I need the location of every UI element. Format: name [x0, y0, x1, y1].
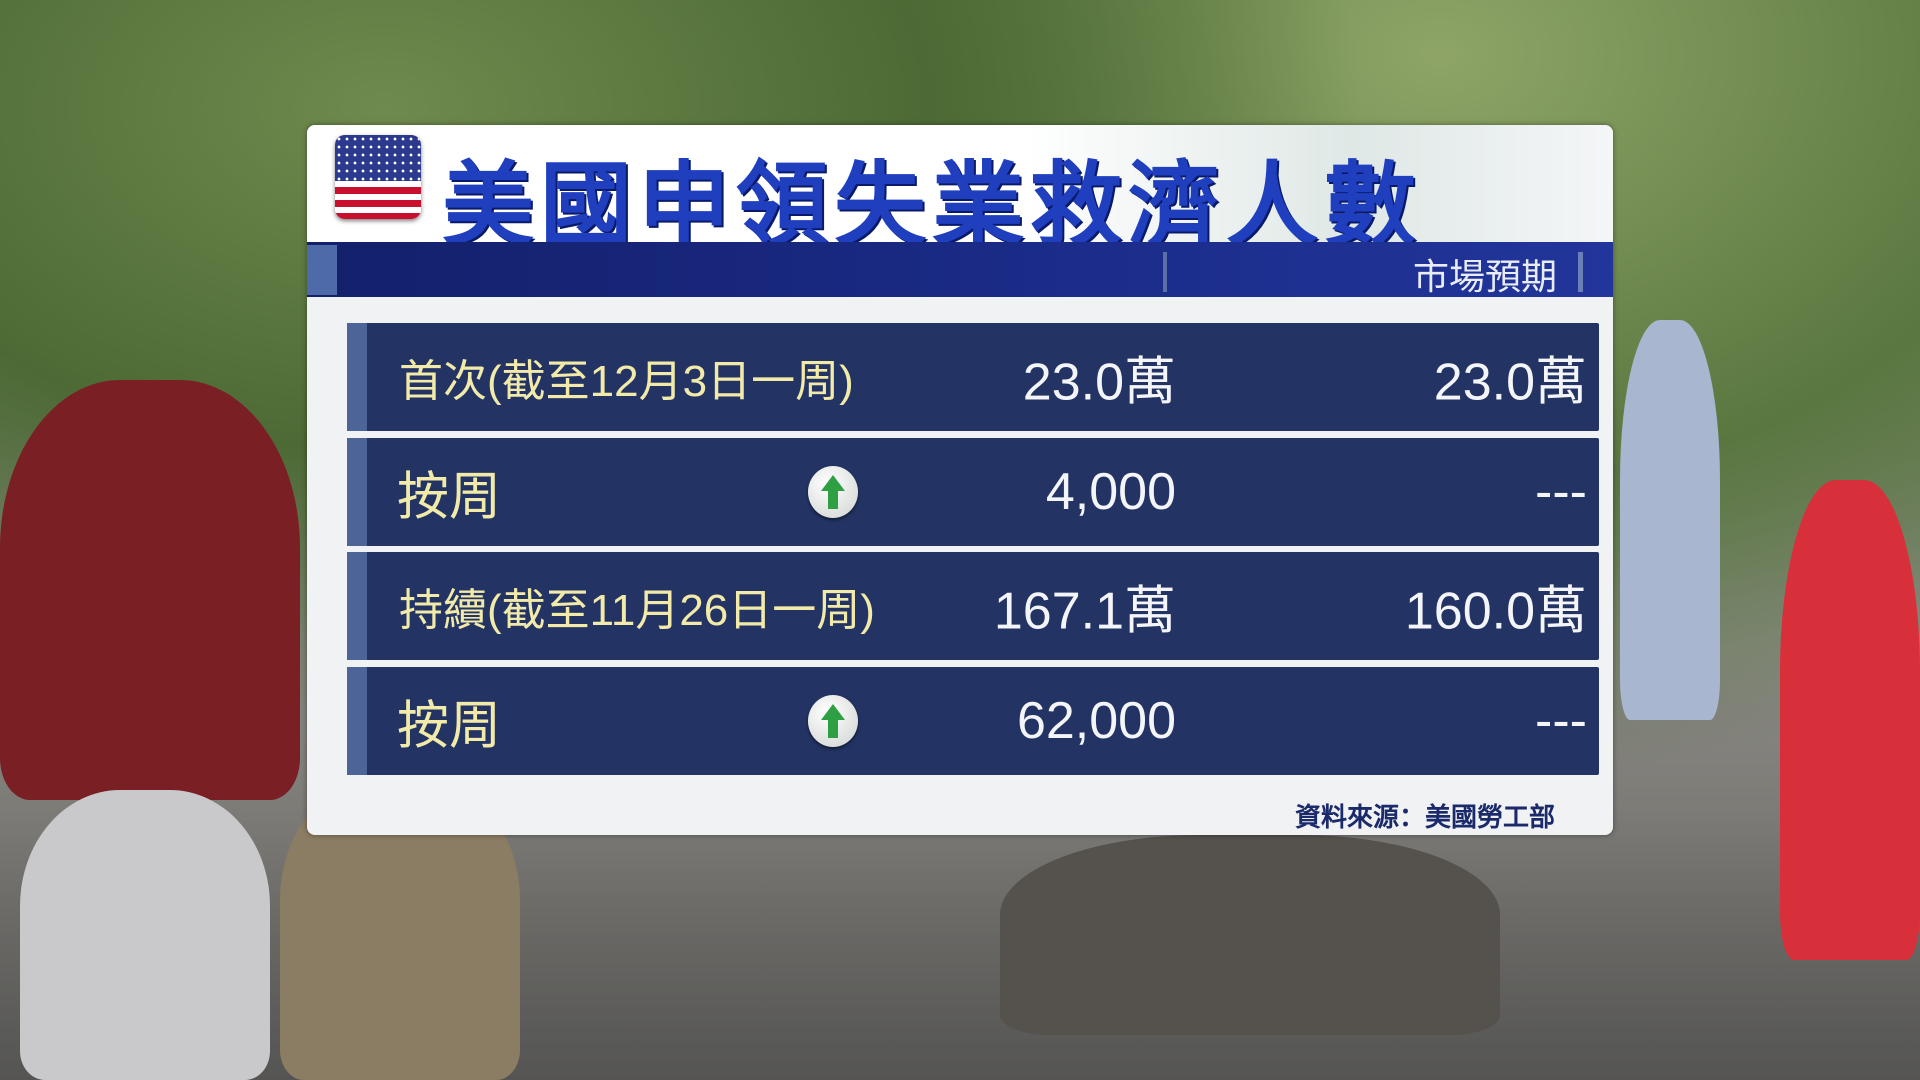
row-value: 62,000 — [1016, 692, 1176, 750]
table-row-initial-claims: 首次(截至12月3日一周) 23.0萬 23.0萬 — [347, 323, 1599, 431]
row-label: 首次(截至12月3日一周) — [399, 357, 854, 406]
row-value: 4,000 — [1045, 463, 1176, 521]
table-row-initial-weekly-change: 按周 4,000 --- — [347, 438, 1599, 546]
green-up-arrow-icon — [808, 695, 858, 747]
row-value: 23.0萬 — [1022, 353, 1176, 412]
table-row-continuing-weekly-change: 按周 62,000 --- — [347, 667, 1599, 775]
green-up-arrow-icon — [808, 466, 858, 518]
row-expected: --- — [1535, 692, 1587, 750]
us-flag-icon — [335, 135, 421, 219]
row-label: 按周 — [397, 697, 502, 756]
row-expected: 160.0萬 — [1404, 582, 1587, 641]
column-header-bar: 市場預期 — [307, 242, 1613, 297]
row-label: 持續(截至11月26日一周) — [399, 586, 875, 635]
info-panel: 美國申領失業救濟人數 市場預期 首次(截至12月3日一周) 23.0萬 23.0… — [307, 125, 1613, 835]
row-expected: 23.0萬 — [1433, 353, 1587, 412]
row-value: 167.1萬 — [993, 582, 1176, 641]
table-row-continuing-claims: 持續(截至11月26日一周) 167.1萬 160.0萬 — [347, 552, 1599, 660]
market-expectation-header: 市場預期 — [1412, 256, 1557, 297]
row-expected: --- — [1535, 463, 1587, 521]
row-label: 按周 — [397, 468, 502, 527]
panel-title: 美國申領失業救濟人數 — [442, 155, 1423, 257]
source-note: 資料來源：美國勞工部 — [1294, 802, 1555, 832]
title-band: 美國申領失業救濟人數 — [307, 125, 1613, 257]
